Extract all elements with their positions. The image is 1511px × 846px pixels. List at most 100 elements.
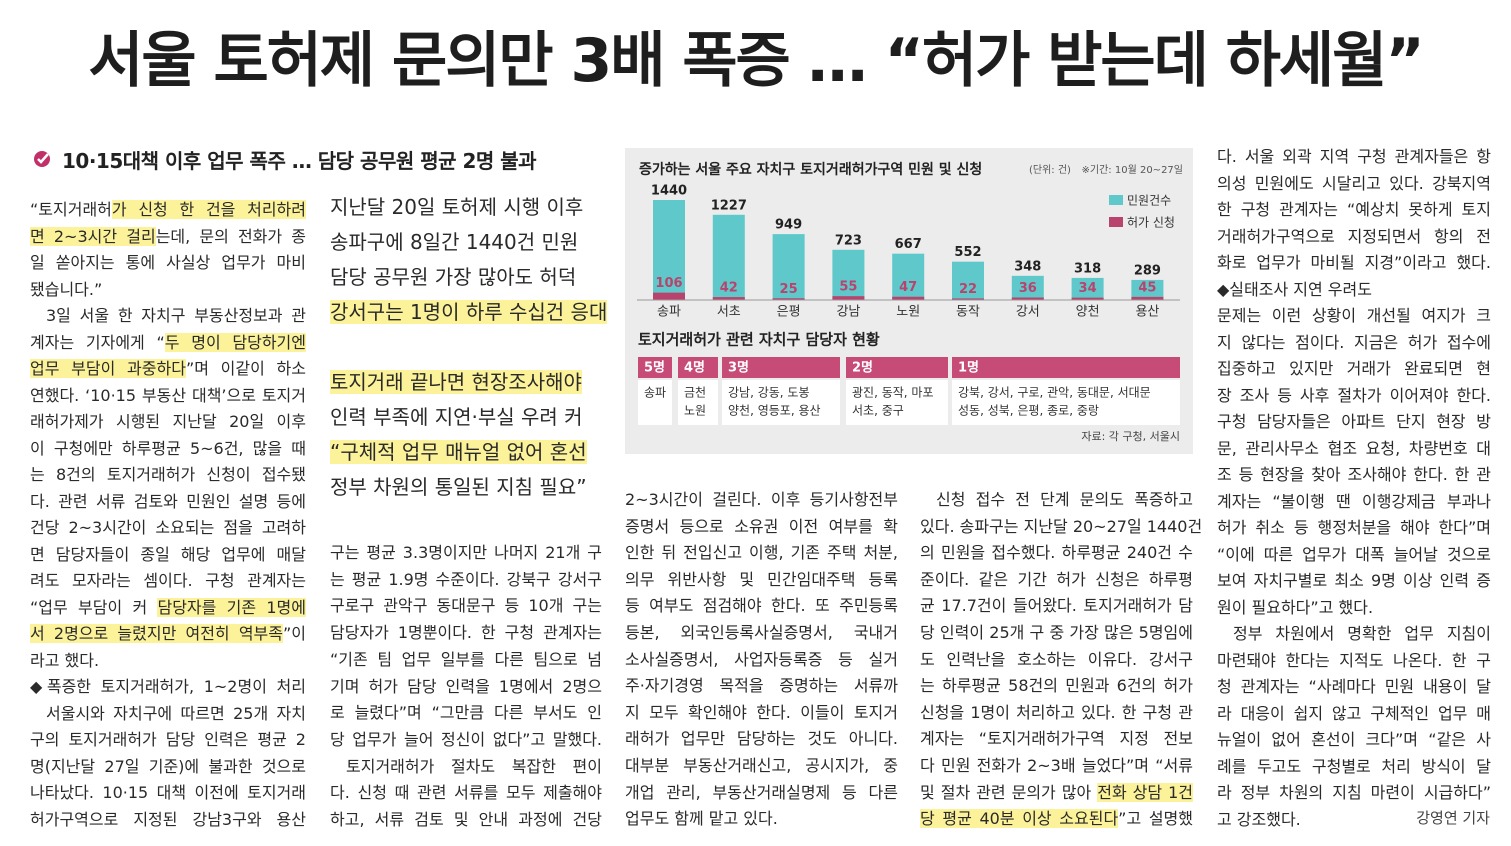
text-line: 준이다. 같은 기간 허가 신청은 하루평 (920, 569, 1193, 589)
table-header: 1명 (958, 360, 979, 376)
text-line: 는 8건의 토지거래허가 신청이 접수됐 (30, 465, 306, 484)
table-body-cell (678, 380, 718, 425)
text-line: 정부 차원에서 명확한 업무 지침이 (1233, 624, 1491, 643)
bar (892, 253, 925, 300)
subheadline: 10·15대책 이후 업무 폭주 … 담당 공무원 평균 2명 불과 (62, 149, 537, 173)
text-line: 인력 부족에 지연·부실 우려 커 (330, 405, 583, 429)
table-header-cell (952, 357, 1180, 378)
byline: 강영연 기자 (1416, 809, 1490, 827)
value-label: 42 (720, 281, 738, 296)
text-line: 하고, 서류 검토 및 안내 과정에 건당 (330, 810, 602, 829)
text-line: 연했다. ‘10·15 부동산 대책’으로 토지거 (30, 385, 306, 405)
text-line: 서울시와 자치구에 따르면 25개 자치 (46, 703, 306, 723)
table-header-cell (846, 357, 948, 378)
highlight: 담당자를 기존 1명에 (157, 597, 306, 617)
text-line: 개업 관리, 부동산거래실명제 등 다른 (625, 782, 898, 802)
x-tick-label: 은평 (777, 305, 801, 320)
table-body-cell (638, 380, 672, 425)
bar (1131, 296, 1164, 300)
bar (1071, 277, 1104, 300)
text-line: 허가구역으로 지정된 강남3구와 용산 (30, 809, 306, 829)
text-line: 원이 필요하다”고 했다. (1217, 597, 1374, 617)
text-line: 다. 서울 외곽 지역 구청 관계자들은 항 (1217, 147, 1491, 166)
x-tick-label: 강서 (1016, 305, 1040, 320)
text-line: 면 담당자들이 종일 해당 업무에 매달 (30, 544, 306, 564)
table-header: 5명 (644, 360, 665, 376)
value-label: 723 (835, 233, 862, 248)
text-line: 및 절차 관련 문의가 많아 전화 상담 1건 (920, 780, 1194, 807)
text-line: 토지거래허가 절차도 복잡한 편이 (346, 756, 602, 776)
text-line: 허가 취소 등 행정처분을 해야 한다”며 (1217, 518, 1491, 537)
bar (772, 298, 805, 300)
value-label: 25 (780, 282, 798, 297)
text-segment: 는데, 문의 전화가 종 (155, 226, 306, 246)
table-cell-text: 광진, 동작, 마포 (852, 386, 934, 400)
x-tick-label: 노원 (896, 305, 920, 320)
text-line: 송파구에 8일간 1440건 민원 (330, 230, 579, 254)
text-line: “이에 따른 업무가 대폭 늘어날 것으로 (1217, 544, 1491, 564)
text-line: 균 17.7건이 들어왔다. 토지거래허가 담 (920, 596, 1193, 616)
text-line: 이 구청에만 하루평균 5~6건, 많을 때 (30, 438, 306, 458)
text-line: 례를 두고도 구청별로 처리 방식이 달 (1217, 756, 1491, 776)
value-label: 318 (1074, 261, 1101, 276)
table-title: 토지거래허가 관련 자치구 담당자 현황 (638, 331, 880, 349)
text-line: ◆실태조사 지연 우려도 (1217, 279, 1372, 299)
value-label: 1227 (711, 198, 747, 213)
table-cell-text: 강북, 강서, 구로, 관악, 동대문, 서대문 (958, 386, 1151, 400)
table-body-cell (952, 380, 1180, 425)
text-line: 문, 관리사무소 협조 요청, 차량번호 대 (1217, 438, 1491, 458)
table-cell-text: 송파 (644, 386, 666, 400)
value-label: 55 (839, 280, 857, 295)
table-header-cell (638, 357, 672, 378)
text-line: 인한 뒤 전입신고 이행, 기존 주택 처분, (625, 543, 898, 563)
text-line: 토지거래 끝나면 현장조사해야 (330, 365, 605, 400)
chart-note: ※기간: 10월 20~27일 (1082, 164, 1183, 176)
text-line: “구체적 업무 매뉴얼 없어 혼선 (330, 435, 605, 470)
highlight: 면 2~3시간 걸리 (30, 226, 156, 246)
table-header: 2명 (852, 360, 873, 376)
text-line: 신청을 1명이 처리하고 있다. 한 구청 관 (920, 702, 1193, 722)
text-line: 장 조사 등 사후 절차가 이어져야 한다. (1217, 385, 1491, 405)
value-label: 106 (655, 276, 682, 291)
text-line: 있다. 송파구는 지난달 20~27일 1440건 (920, 516, 1203, 536)
x-tick-label: 송파 (657, 305, 681, 320)
text-line: 의 민원을 접수했다. 하루평균 240건 수 (920, 543, 1193, 563)
text-line: 담당 공무원 가장 많아도 허덕 (330, 265, 577, 289)
x-tick-label: 양천 (1076, 305, 1100, 320)
check-icon (34, 151, 50, 167)
text-segment: ”고 설명했 (1118, 809, 1193, 829)
value-label: 552 (954, 245, 981, 260)
text-line: 계자는 “불이행 땐 이행강제금 부과나 (1217, 491, 1491, 511)
bar (653, 200, 685, 300)
bar (1071, 297, 1104, 300)
highlight: 두 명이 담당하기엔 (164, 332, 306, 352)
text-line: 다 민원 전화가 2~3배 늘었다”며 “서류 (920, 756, 1193, 775)
text-line: 일 쏟아지는 통에 사실상 업무가 마비 (30, 253, 306, 272)
x-tick-label: 동작 (956, 305, 980, 320)
text-line: 도 인력난을 호소하는 이유다. 강서구 (920, 649, 1193, 669)
x-tick-label: 서초 (717, 305, 741, 320)
text-line: 다. 관련 서류 검토와 민원인 설명 등에 (30, 491, 306, 511)
bar (892, 296, 925, 300)
legend-label: 민원건수 (1127, 194, 1171, 208)
legend-swatch (1109, 217, 1123, 227)
text-line: 의무 위반사항 및 민간임대주택 등록 (625, 569, 898, 589)
value-label: 22 (959, 282, 977, 297)
text-segment: 계자는 기자에게 “ (30, 332, 165, 352)
text-line: 강서구는 1명이 하루 수십건 응대 (330, 295, 608, 330)
chart: 증가하는 서울 주요 자치구 토지거래허가구역 민원 및 신청 (단위: 건) ※기… (625, 148, 1193, 454)
bar (712, 214, 745, 300)
text-line: 라고 했다. (30, 650, 100, 670)
text-line: 업무 부담이 과중하다”며 이같이 하소 (30, 356, 306, 383)
text-line: 한 구청 관계자는 “예상치 못하게 토지 (1217, 200, 1491, 219)
text-line: 서 2명으로 늘렸지만 여전히 역부족”이 (30, 621, 306, 648)
table-header: 3명 (728, 360, 749, 376)
text-line: 업무도 함께 맡고 있다. (625, 809, 778, 829)
text-line: 구는 평균 3.3명이지만 나머지 21개 구 (330, 543, 602, 562)
bar (832, 296, 865, 300)
highlight: 당 평균 40분 이상 소요된다 (920, 809, 1119, 829)
text-line: 정부 차원의 통일된 지침 필요” (330, 475, 587, 499)
text-line: 지 모두 확인해야 한다. 이들이 토지거 (625, 702, 898, 722)
value-label: 45 (1138, 280, 1156, 295)
